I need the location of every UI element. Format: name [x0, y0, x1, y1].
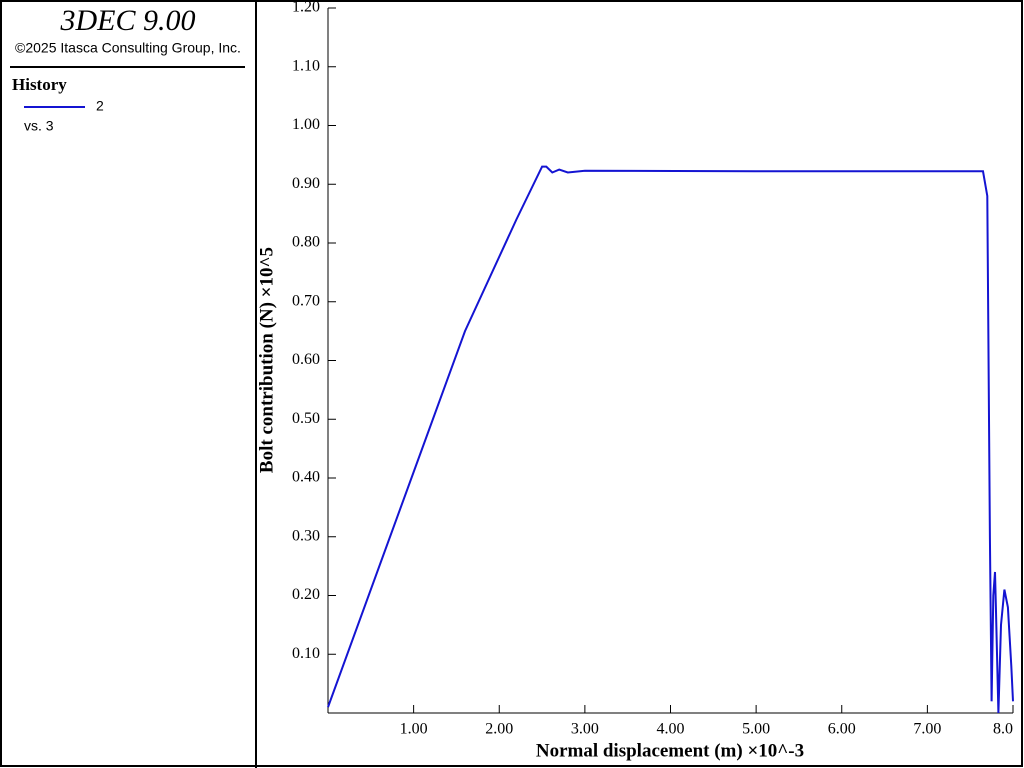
x-tick-label: 1.00 [400, 721, 428, 738]
x-tick-label: 2.00 [485, 721, 513, 738]
x-tick-label: 7.00 [913, 721, 941, 738]
subtitle: ©2025 Itasca Consulting Group, Inc. [15, 40, 241, 56]
y-tick-label: 0.30 [292, 527, 320, 544]
y-tick-label: 1.10 [292, 57, 320, 74]
y-tick-label: 1.00 [292, 116, 320, 133]
y-tick-label: 1.20 [292, 0, 320, 16]
x-axis-label: Normal displacement (m) ×10^-3 [536, 740, 804, 761]
legend-title: History [12, 75, 67, 94]
x-tick-label: 3.00 [571, 721, 599, 738]
legend-note: vs. 3 [24, 118, 54, 134]
y-tick-label: 0.20 [292, 586, 320, 603]
y-tick-label: 0.50 [292, 410, 320, 427]
x-tick-label: 5.00 [742, 721, 770, 738]
x-tick-label: 8.0 [993, 721, 1013, 738]
x-tick-label: 6.00 [828, 721, 856, 738]
y-tick-label: 0.80 [292, 234, 320, 251]
chart-title: 3DEC 9.00 [60, 4, 196, 37]
x-tick-label: 4.00 [657, 721, 685, 738]
y-axis-label: Bolt contribution (N) ×10^5 [256, 247, 277, 473]
legend-label: 2 [96, 98, 104, 114]
y-tick-label: 0.40 [292, 469, 320, 486]
y-tick-label: 0.60 [292, 351, 320, 368]
data-line [327, 165, 1014, 714]
y-tick-label: 0.70 [292, 292, 320, 309]
y-tick-label: 0.10 [292, 645, 320, 662]
y-tick-label: 0.90 [292, 175, 320, 192]
